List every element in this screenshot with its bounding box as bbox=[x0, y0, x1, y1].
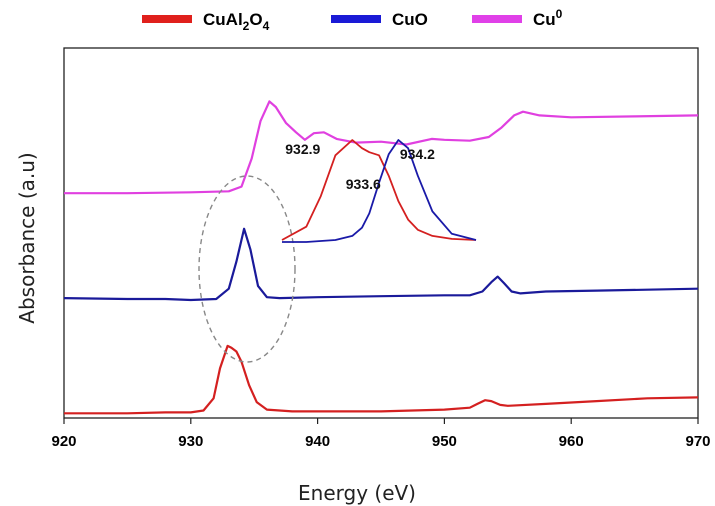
legend-swatch bbox=[331, 15, 381, 23]
legend-label: Cu0 bbox=[533, 7, 563, 29]
series-line-1 bbox=[63, 227, 699, 302]
x-tick-label: 970 bbox=[685, 433, 710, 450]
x-tick-label: 920 bbox=[51, 433, 76, 450]
inset-line-1 bbox=[282, 139, 477, 243]
peak-label: 934.2 bbox=[400, 146, 435, 162]
inset-line-0 bbox=[281, 139, 477, 241]
x-tick-label: 960 bbox=[559, 433, 584, 450]
plot-frame bbox=[63, 47, 699, 419]
x-tick-label: 950 bbox=[432, 433, 457, 450]
y-axis-title: Absorbance (a.u) bbox=[15, 152, 39, 323]
x-axis: 920 930 940 950 960 970 bbox=[51, 418, 711, 450]
legend-swatch bbox=[142, 15, 192, 23]
legend-label: CuAl2O4 bbox=[203, 10, 270, 33]
series-line-0 bbox=[64, 344, 699, 415]
x-axis-title: Energy (eV) bbox=[298, 481, 416, 505]
peak-label: 932.9 bbox=[285, 141, 320, 157]
series-line-2 bbox=[64, 100, 699, 195]
legend-swatch bbox=[472, 15, 522, 23]
inset: 932.9 933.6 934.2 bbox=[281, 139, 477, 243]
peak-label: 933.6 bbox=[346, 176, 381, 192]
legend: CuAl2O4 CuO Cu0 bbox=[142, 7, 563, 33]
x-tick-label: 930 bbox=[178, 433, 203, 450]
x-tick-label: 940 bbox=[305, 433, 330, 450]
highlight-ellipse bbox=[198, 175, 296, 363]
legend-label: CuO bbox=[392, 10, 428, 29]
series-layer bbox=[63, 100, 699, 415]
